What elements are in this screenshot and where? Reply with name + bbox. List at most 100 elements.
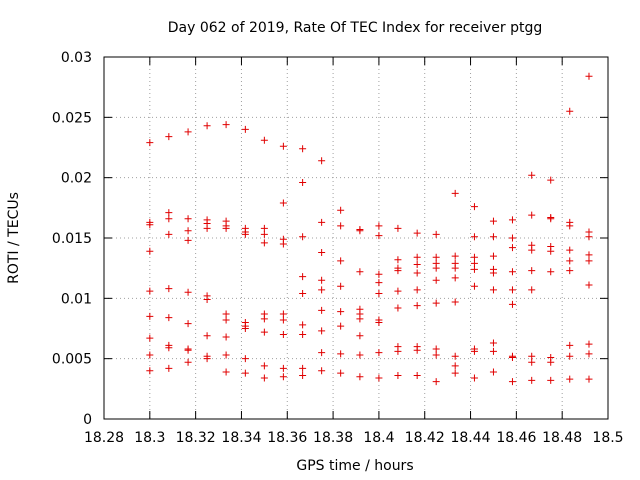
data-point [508, 234, 516, 242]
data-point [337, 282, 345, 290]
data-point [299, 233, 307, 241]
data-point [222, 333, 230, 341]
data-point [508, 244, 516, 252]
data-point [279, 364, 287, 372]
data-point [394, 347, 402, 355]
data-point [566, 257, 574, 265]
data-point [470, 203, 478, 211]
data-point [318, 327, 326, 335]
y-tick-label: 0.03 [61, 50, 92, 66]
data-points [146, 72, 593, 386]
data-point [489, 347, 497, 355]
data-point [585, 251, 593, 259]
data-point [585, 72, 593, 80]
data-point [279, 373, 287, 381]
data-point [222, 224, 230, 232]
data-point [432, 253, 440, 261]
data-point [184, 227, 192, 235]
data-point [528, 211, 536, 219]
data-point [241, 230, 249, 238]
data-point [356, 351, 364, 359]
data-point [184, 346, 192, 354]
data-point [566, 352, 574, 360]
data-point [165, 215, 173, 223]
data-point [470, 253, 478, 261]
data-point [489, 286, 497, 294]
data-point [260, 239, 268, 247]
data-point [165, 209, 173, 217]
data-point [585, 281, 593, 289]
data-point [165, 285, 173, 293]
data-point [260, 328, 268, 336]
data-point [146, 312, 154, 320]
data-point [318, 248, 326, 256]
data-point [356, 332, 364, 340]
x-tick-label: 18.5 [592, 430, 623, 446]
data-point [489, 233, 497, 241]
data-point [165, 314, 173, 322]
data-point [585, 350, 593, 358]
chart-title: Day 062 of 2019, Rate Of TEC Index for r… [168, 20, 543, 36]
data-point [375, 222, 383, 230]
data-point [566, 375, 574, 383]
data-point [413, 253, 421, 261]
data-point [356, 268, 364, 276]
data-point [585, 340, 593, 348]
data-point [508, 268, 516, 276]
grid-lines [104, 57, 608, 419]
data-point [337, 222, 345, 230]
data-point [489, 339, 497, 347]
data-point [451, 264, 459, 272]
data-point [470, 282, 478, 290]
data-point [146, 351, 154, 359]
data-point [413, 229, 421, 237]
data-point [165, 344, 173, 352]
data-point [470, 374, 478, 382]
data-point [375, 279, 383, 287]
data-point [375, 349, 383, 357]
data-point [451, 274, 459, 282]
data-point [547, 176, 555, 184]
data-point [260, 230, 268, 238]
data-point [260, 374, 268, 382]
data-point [356, 227, 364, 235]
data-point [279, 240, 287, 248]
x-tick-label: 18.34 [221, 430, 261, 446]
data-point [203, 122, 211, 130]
data-point [375, 374, 383, 382]
data-point [146, 334, 154, 342]
data-point [375, 270, 383, 278]
data-point [318, 286, 326, 294]
data-point [470, 265, 478, 273]
data-point [375, 232, 383, 240]
data-point [241, 125, 249, 133]
plot-frame [103, 56, 609, 420]
data-point [203, 296, 211, 304]
data-point [432, 378, 440, 386]
data-point [241, 325, 249, 332]
data-point [432, 264, 440, 272]
data-point [318, 276, 326, 284]
data-point [299, 145, 307, 153]
data-point [260, 315, 268, 323]
data-point [451, 362, 459, 370]
data-point [165, 133, 173, 141]
data-point [222, 316, 230, 324]
data-point [528, 171, 536, 179]
data-point [547, 268, 555, 276]
data-point [394, 267, 402, 275]
data-point [279, 331, 287, 339]
data-point [508, 286, 516, 294]
y-tick-label: 0.01 [61, 291, 92, 307]
data-point [260, 362, 268, 370]
data-point [528, 286, 536, 294]
y-tick-label: 0.005 [52, 352, 92, 368]
data-point [299, 321, 307, 329]
data-point [260, 136, 268, 144]
data-point [318, 157, 326, 165]
data-point [165, 230, 173, 238]
data-point [260, 224, 268, 232]
data-point [470, 347, 478, 355]
x-tick-label: 18.32 [176, 430, 216, 446]
data-point [547, 358, 555, 366]
